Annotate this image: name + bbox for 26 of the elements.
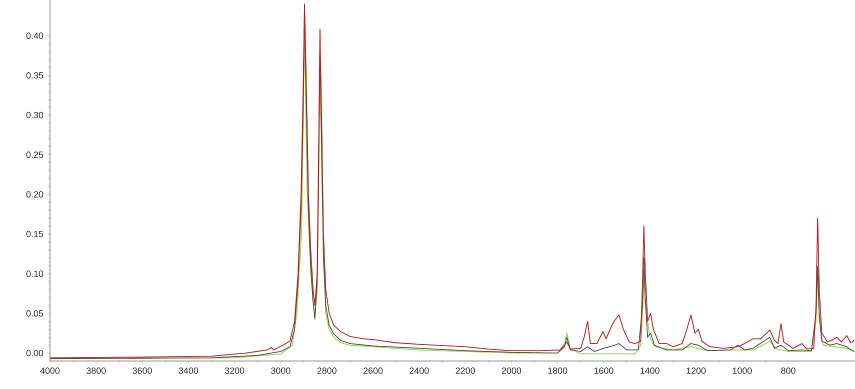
y-tick-label: 0.40 xyxy=(26,32,44,39)
x-tick-label: 2400 xyxy=(410,368,429,374)
x-tick-label: 1800 xyxy=(548,368,568,374)
x-tick-label: 800 xyxy=(781,368,796,374)
x-tick-label: 3800 xyxy=(86,368,106,374)
y-tick-label: 0.30 xyxy=(26,112,44,118)
y-tick-label: 0.05 xyxy=(26,310,44,317)
y-tick-label: 0.00 xyxy=(26,350,44,356)
x-tick-label: 4000 xyxy=(40,368,60,374)
y-tick-label: 0.35 xyxy=(26,72,44,79)
x-tick-label: 2800 xyxy=(317,368,336,374)
x-tick-label: 3400 xyxy=(178,368,198,374)
x-tick-label: 3600 xyxy=(132,368,152,374)
x-tick-label: 2200 xyxy=(456,368,475,374)
y-tick-label: 0.15 xyxy=(26,230,44,238)
x-tick-label: 1000 xyxy=(732,368,752,374)
x-tick-label: 1400 xyxy=(640,368,660,374)
x-tick-label: 2600 xyxy=(363,368,383,374)
y-tick-label: 0.10 xyxy=(26,270,44,277)
y-tick-label: 0.20 xyxy=(26,191,44,198)
x-tick-label: 1200 xyxy=(686,368,706,374)
x-tick-label: 3200 xyxy=(224,368,244,374)
x-tick-label: 2000 xyxy=(502,368,522,374)
x-tick-label: 1600 xyxy=(594,368,614,374)
x-tick-label: 3000 xyxy=(271,368,290,374)
y-tick-label: 0.25 xyxy=(26,152,44,158)
